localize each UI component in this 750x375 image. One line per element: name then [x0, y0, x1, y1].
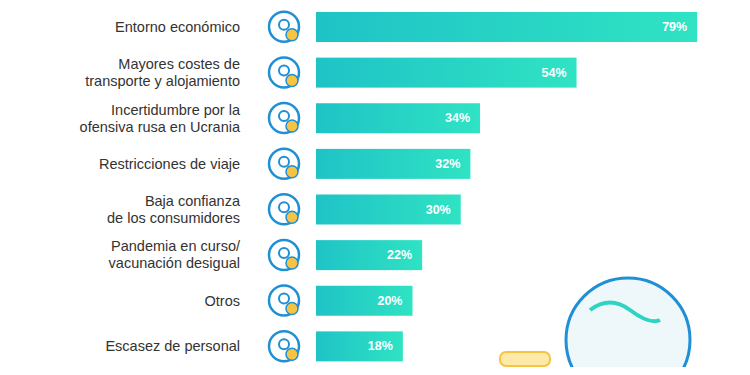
svg-text:ofensiva rusa en Ucrania: ofensiva rusa en Ucrania — [80, 119, 241, 135]
svg-text:20%: 20% — [377, 294, 402, 308]
svg-text:Pandemia en curso/: Pandemia en curso/ — [111, 238, 241, 254]
svg-text:30%: 30% — [426, 203, 451, 217]
svg-text:34%: 34% — [445, 111, 470, 125]
svg-text:18%: 18% — [368, 339, 393, 353]
svg-text:Baja confianza: Baja confianza — [145, 193, 241, 209]
svg-text:Otros: Otros — [205, 293, 240, 309]
svg-text:Restricciones de viaje: Restricciones de viaje — [99, 156, 240, 172]
svg-text:54%: 54% — [542, 66, 567, 80]
svg-text:de los consumidores: de los consumidores — [107, 210, 240, 226]
svg-text:vacunación desigual: vacunación desigual — [109, 255, 240, 271]
svg-text:transporte y alojamiento: transporte y alojamiento — [85, 73, 240, 89]
svg-text:22%: 22% — [387, 248, 412, 262]
svg-text:Incertidumbre por la: Incertidumbre por la — [111, 102, 241, 118]
svg-text:79%: 79% — [662, 20, 687, 34]
svg-text:Entorno económico: Entorno económico — [115, 19, 240, 35]
svg-text:Mayores costes de: Mayores costes de — [118, 56, 240, 72]
svg-text:Escasez de personal: Escasez de personal — [105, 338, 240, 354]
svg-text:32%: 32% — [435, 157, 460, 171]
